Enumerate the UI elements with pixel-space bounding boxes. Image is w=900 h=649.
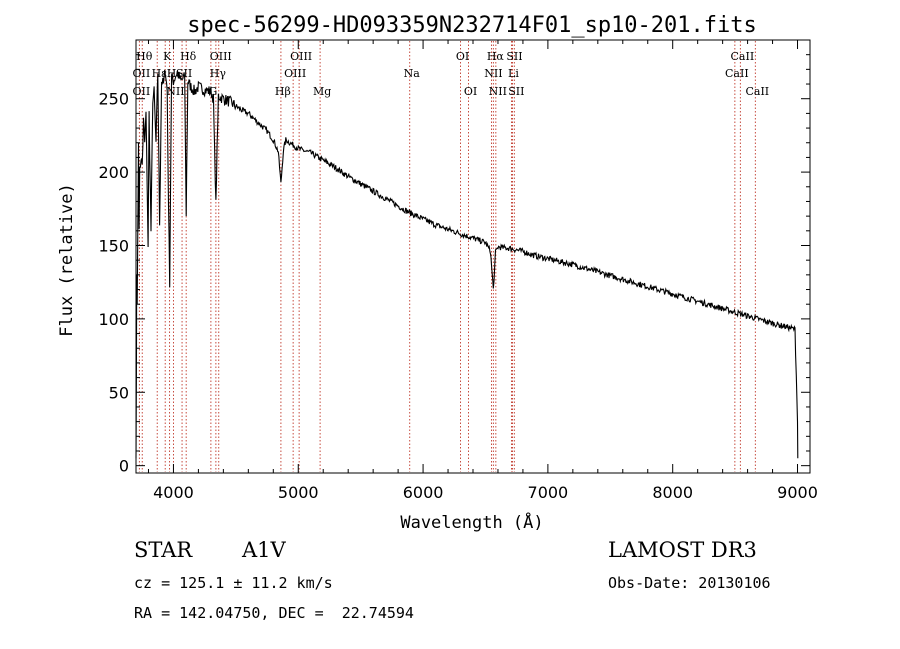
line-label-21: NII	[489, 85, 507, 98]
x-tick-label-1: 5000	[278, 483, 319, 502]
line-label-26: CaII	[731, 50, 755, 63]
line-label-15: Mg	[313, 85, 331, 98]
line-label-4: K	[163, 50, 172, 63]
line-label-22: SII	[506, 50, 522, 63]
line-label-17: OI	[456, 50, 469, 63]
x-axis-ticks: 4000 5000 6000 7000 8000 9000	[147, 40, 818, 502]
observation-date: Obs-Date: 20130106	[608, 574, 771, 592]
line-label-11: Hγ	[210, 67, 227, 80]
x-tick-label-4: 8000	[652, 483, 693, 502]
line-label-20: Hα	[487, 50, 505, 63]
line-label-14: OIII	[290, 50, 312, 63]
line-label-10: OIII	[210, 50, 232, 63]
x-tick-label-5: 9000	[777, 483, 818, 502]
line-label-2: OII	[133, 85, 151, 98]
line-label-6: NII	[166, 85, 184, 98]
redshift-velocity: cz = 125.1 ± 11.2 km/s	[134, 574, 333, 592]
spectrum-line	[135, 69, 799, 459]
line-label-12: Hβ	[275, 85, 291, 98]
line-label-23: Li	[508, 67, 519, 80]
y-tick-label-3: 150	[98, 236, 129, 255]
line-label-13: OIII	[284, 67, 306, 80]
line-label-27: CaII	[745, 85, 769, 98]
line-label-8: Hδ	[180, 50, 197, 63]
y-tick-label-5: 250	[98, 90, 129, 109]
x-axis-label: Wavelength (Å)	[400, 511, 543, 533]
y-tick-label-1: 50	[109, 383, 129, 402]
y-tick-label-2: 100	[98, 310, 129, 329]
line-label-3: Hε	[152, 67, 168, 80]
line-label-19: NII	[484, 67, 502, 80]
y-axis-ticks: 0 50 100 150 200 250	[98, 54, 810, 476]
x-tick-label-3: 7000	[528, 483, 569, 502]
emission-line-labels: HθOIIOIIHεKHNIISIIHδGOIIIHγHβOIIIOIIIMgN…	[133, 50, 770, 98]
x-tick-label-2: 6000	[403, 483, 444, 502]
line-label-9: G	[208, 85, 217, 98]
object-class: STAR	[134, 538, 193, 562]
y-tick-label-4: 200	[98, 163, 129, 182]
line-label-25: CaII	[725, 67, 749, 80]
y-tick-label-0: 0	[119, 457, 129, 476]
line-label-0: Hθ	[136, 50, 153, 63]
survey-name: LAMOST DR3	[608, 538, 757, 562]
x-tick-label-0: 4000	[153, 483, 194, 502]
coordinates: RA = 142.04750, DEC = 22.74594	[134, 604, 414, 622]
line-label-24: SII	[508, 85, 524, 98]
chart-title: spec-56299-HD093359N232714F01_sp10-201.f…	[187, 13, 757, 38]
emission-line-markers	[138, 41, 756, 472]
line-label-1: OII	[133, 67, 151, 80]
line-label-18: OI	[464, 85, 477, 98]
line-label-16: Na	[404, 67, 421, 80]
object-subclass: A1V	[242, 538, 286, 562]
y-axis-label: Flux (relative)	[57, 183, 77, 337]
